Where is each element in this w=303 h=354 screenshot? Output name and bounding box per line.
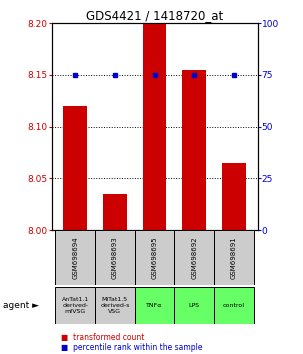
Text: control: control bbox=[223, 303, 245, 308]
Bar bbox=[95, 287, 135, 324]
Bar bbox=[214, 287, 254, 324]
Text: GSM698691: GSM698691 bbox=[231, 236, 237, 279]
Bar bbox=[103, 194, 127, 230]
Bar bbox=[222, 163, 246, 230]
Text: TNFα: TNFα bbox=[146, 303, 163, 308]
Text: MiTat1.5
derived-s
VSG: MiTat1.5 derived-s VSG bbox=[100, 297, 130, 314]
Bar bbox=[174, 287, 214, 324]
Text: GSM698695: GSM698695 bbox=[152, 236, 158, 279]
Text: ■  transformed count: ■ transformed count bbox=[61, 332, 144, 342]
Bar bbox=[135, 287, 174, 324]
Text: GSM698693: GSM698693 bbox=[112, 236, 118, 279]
Text: GSM698694: GSM698694 bbox=[72, 236, 78, 279]
Text: ■  percentile rank within the sample: ■ percentile rank within the sample bbox=[61, 343, 202, 352]
Bar bbox=[55, 287, 95, 324]
Text: agent ►: agent ► bbox=[3, 301, 39, 310]
Bar bbox=[143, 24, 166, 230]
Text: AnTat1.1
derived-
mfVSG: AnTat1.1 derived- mfVSG bbox=[62, 297, 89, 314]
Title: GDS4421 / 1418720_at: GDS4421 / 1418720_at bbox=[86, 9, 223, 22]
Text: LPS: LPS bbox=[189, 303, 200, 308]
Bar bbox=[63, 106, 87, 230]
Bar bbox=[214, 230, 254, 285]
Bar bbox=[182, 70, 206, 230]
Bar bbox=[135, 230, 174, 285]
Text: GSM698692: GSM698692 bbox=[191, 236, 197, 279]
Bar bbox=[174, 230, 214, 285]
Bar bbox=[55, 230, 95, 285]
Bar bbox=[95, 230, 135, 285]
